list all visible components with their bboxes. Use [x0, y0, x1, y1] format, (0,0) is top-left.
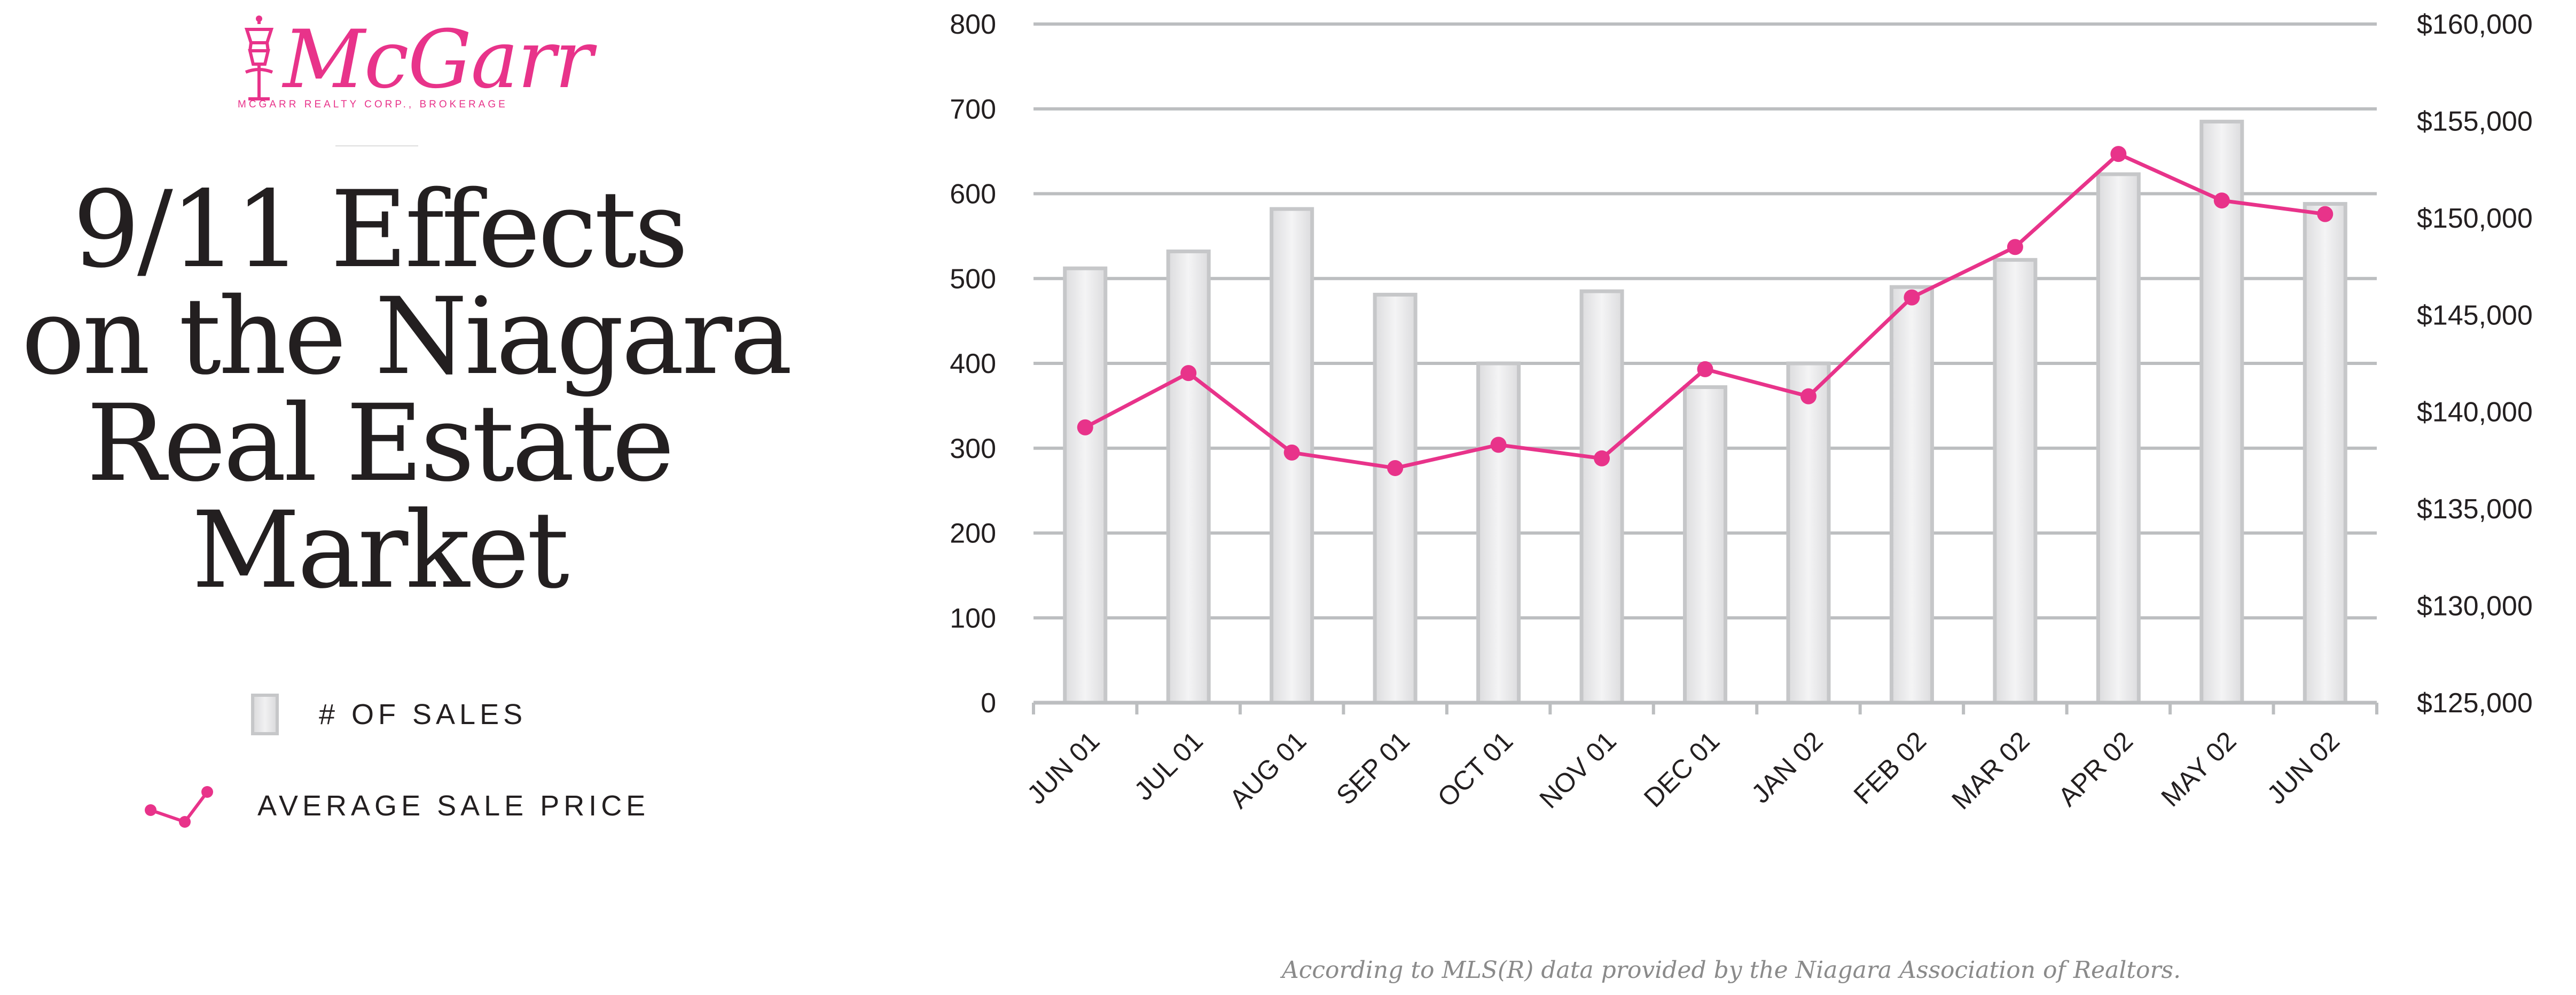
title-line: Market: [191, 488, 569, 612]
y-left-tick-label: 500: [950, 263, 996, 294]
x-tick-label: AUG 01: [1224, 726, 1312, 814]
mcgarr-logo: McGarr MCGARR REALTY CORP., BROKERAGE: [235, 13, 593, 120]
y-right-tick-label: $160,000: [2417, 9, 2533, 40]
y-right-tick-label: $150,000: [2417, 203, 2533, 234]
bar: [1579, 289, 1624, 705]
y-left-tick-label: 100: [950, 603, 996, 634]
price-point: [1283, 444, 1300, 461]
bar: [1683, 385, 1727, 705]
price-point: [1697, 361, 1713, 377]
price-point: [2007, 239, 2023, 255]
y-right-tick-label: $135,000: [2417, 494, 2533, 525]
x-tick-label: FEB 02: [1848, 726, 1932, 810]
price-point: [2317, 206, 2334, 222]
chart-area: 0 100 200 300 400 500 600 700 800 $125,000 $130,00…: [908, 0, 2576, 943]
left-panel: McGarr MCGARR REALTY CORP., BROKERAGE 9/…: [0, 0, 793, 995]
page-title: 9/11 Effects on the Niagara Real Estate …: [21, 168, 793, 612]
x-tick-label: JUN 02: [2261, 726, 2345, 810]
y-left-tick-label: 200: [950, 518, 996, 549]
x-tick-label: APR 02: [2053, 726, 2139, 812]
x-tick-label: JUN 01: [1021, 726, 1105, 810]
bar-swatch-icon: [251, 694, 279, 735]
price-point: [1800, 388, 1816, 405]
line-swatch-icon: [145, 786, 213, 828]
x-tick-label: SEP 01: [1330, 726, 1415, 811]
y-right-tick-label: $130,000: [2417, 591, 2533, 622]
y-left-tick-label: 300: [950, 433, 996, 464]
price-point: [1387, 460, 1404, 476]
legend-label-price: AVERAGE SALE PRICE: [257, 790, 650, 822]
bar: [2096, 172, 2141, 705]
legend-item-sales: # OF SALES: [251, 694, 527, 735]
y-right-tick-label: $125,000: [2417, 688, 2533, 719]
y-right-tick-label: $145,000: [2417, 300, 2533, 331]
x-tick-label: JUL 01: [1129, 726, 1209, 806]
bar: [1166, 249, 1211, 705]
price-point: [1594, 450, 1610, 467]
y-left-tick-label: 400: [950, 348, 996, 379]
title-line: on the Niagara: [21, 275, 793, 398]
legend-label-sales: # OF SALES: [319, 698, 527, 730]
x-tick-label: MAR 02: [1946, 726, 2035, 815]
bar: [1889, 285, 1934, 705]
y-right-tick-label: $155,000: [2417, 106, 2533, 137]
x-tick-label: JAN 02: [1745, 726, 1829, 809]
price-point: [1490, 437, 1507, 453]
price-point: [2110, 146, 2127, 162]
bar: [2303, 202, 2347, 705]
x-tick-label: MAY 02: [2155, 726, 2242, 812]
title-line: Real Estate: [86, 382, 675, 505]
bar: [2199, 120, 2244, 705]
y-left-tick-label: 0: [981, 688, 996, 719]
bar: [1373, 292, 1418, 705]
combo-chart: 0 100 200 300 400 500 600 700 800 $125,000 $130,00…: [950, 9, 2533, 815]
divider: [335, 145, 418, 146]
source-note: According to MLS(R) data provided by the…: [1282, 957, 2181, 984]
bar: [1786, 361, 1831, 705]
x-tick-label: NOV 01: [1533, 726, 1622, 814]
bar: [1993, 258, 2038, 705]
y-right-tick-label: $140,000: [2417, 397, 2533, 428]
logo-wordmark: McGarr: [283, 13, 593, 106]
x-tick-label: DEC 01: [1638, 726, 1725, 813]
title-line: 9/11 Effects: [73, 168, 688, 291]
lamp-post-icon: [244, 15, 274, 100]
price-point: [1180, 365, 1197, 382]
price-point: [2213, 192, 2230, 209]
x-tick-label: OCT 01: [1432, 726, 1519, 813]
logo-tagline: MCGARR REALTY CORP., BROKERAGE: [238, 99, 508, 110]
legend-item-price: AVERAGE SALE PRICE: [144, 779, 649, 833]
y-left-tick-label: 600: [950, 179, 996, 210]
bar: [1476, 361, 1521, 705]
y-left-tick-label: 700: [950, 94, 996, 125]
price-point: [1904, 289, 1920, 306]
bar: [1063, 266, 1108, 705]
price-point: [1077, 419, 1093, 436]
y-left-tick-label: 800: [950, 9, 996, 40]
